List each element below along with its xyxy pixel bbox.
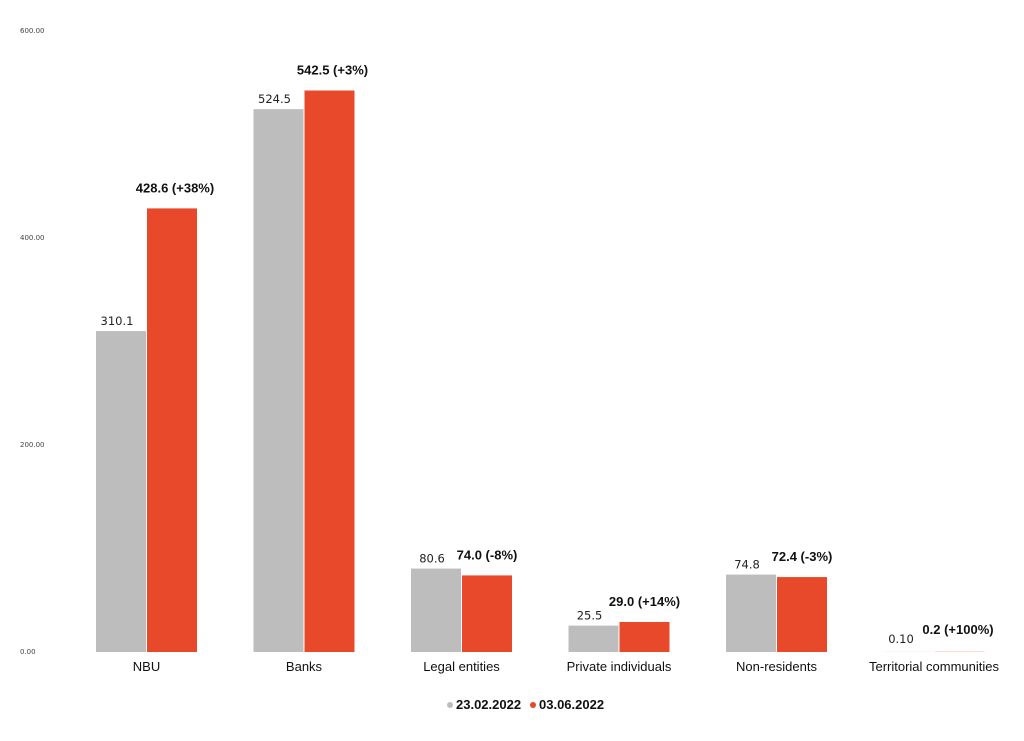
data-label-private-individuals-23-02-2022: 25.5 [577,609,603,623]
bars [96,90,985,653]
data-label-nbu-03-06-2022: 428.6 (+38%) [136,180,214,195]
legend-label-03-06-2022: 03.06.2022 [539,697,604,712]
data-label-non-residents-03-06-2022: 72.4 (-3%) [772,549,833,564]
y-tick-label: 400.00 [20,234,45,242]
y-tick-label: 600.00 [20,27,45,35]
bar-nbu-23-02-2022 [96,331,146,652]
y-tick-label: 200.00 [20,441,45,449]
x-axis-categories: NBU Banks Legal entities Private individual… [133,659,1000,674]
x-category-territorial-communities: Territorial communities [869,659,1000,674]
bar-legal-entities-23-02-2022 [411,568,461,652]
bar-legal-entities-03-06-2022 [462,575,512,652]
legend-marker-03-06-2022 [530,702,536,708]
y-axis-ticks: 0.00 200.00 400.00 600.00 [20,27,45,656]
bar-non-residents-03-06-2022 [777,577,827,652]
x-category-nbu: NBU [133,659,160,674]
data-label-private-individuals-03-06-2022: 29.0 (+14%) [609,594,680,609]
data-label-nbu-23-02-2022: 310.1 [101,314,134,328]
bar-private-individuals-23-02-2022 [568,625,619,652]
bar-banks-03-06-2022 [304,90,355,652]
bar-private-individuals-03-06-2022 [619,621,670,652]
x-category-banks: Banks [286,659,323,674]
data-labels: 310.1 428.6 (+38%) 524.5 542.5 (+3%) 80.6 74.… [101,63,994,646]
bar-nbu-03-06-2022 [147,208,197,653]
data-label-legal-entities-23-02-2022: 80.6 [419,552,445,566]
x-category-non-residents: Non-residents [736,659,817,674]
bar-non-residents-23-02-2022 [726,574,776,652]
x-category-legal-entities: Legal entities [423,659,500,674]
data-label-legal-entities-03-06-2022: 74.0 (-8%) [457,547,518,562]
legend: 23.02.2022 03.06.2022 [447,697,604,712]
legend-label-23-02-2022: 23.02.2022 [456,697,521,712]
legend-marker-23-02-2022 [447,702,453,708]
data-label-non-residents-23-02-2022: 74.8 [734,558,760,572]
data-label-banks-03-06-2022: 542.5 (+3%) [297,63,368,78]
y-tick-label: 0.00 [20,648,36,656]
data-label-territorial-communities-03-06-2022: 0.2 (+100%) [922,622,993,637]
bar-banks-23-02-2022 [253,109,304,652]
data-label-territorial-communities-23-02-2022: 0.10 [888,632,914,646]
data-label-banks-23-02-2022: 524.5 [258,92,291,106]
x-category-private-individuals: Private individuals [567,659,672,674]
